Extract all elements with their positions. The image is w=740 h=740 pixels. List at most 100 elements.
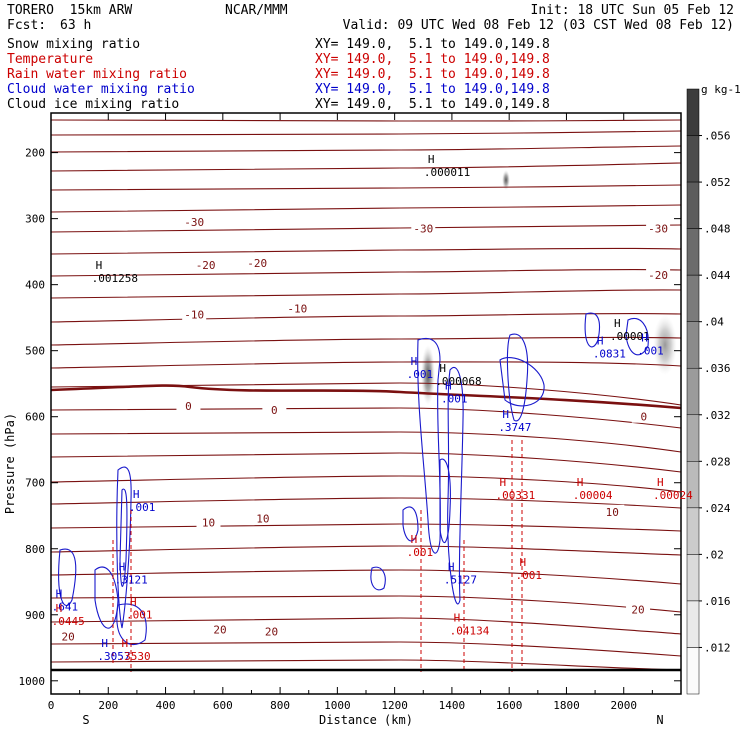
- colorbar-label: .048: [704, 223, 731, 236]
- colorbar-label: .036: [704, 362, 731, 375]
- maximum-marker: H: [411, 355, 418, 368]
- maximum-label: .00001: [610, 330, 650, 343]
- colorbar-label: .032: [704, 409, 731, 422]
- cloud-water-contour: [119, 488, 128, 587]
- x-tick-label: 600: [213, 699, 233, 712]
- temperature-label-bg: [600, 504, 625, 518]
- maximum-label: .001: [407, 368, 434, 381]
- temperature-label: -10: [184, 308, 204, 321]
- colorbar-swatch: [686, 228, 700, 276]
- temperature-label-bg: [56, 629, 81, 643]
- x-axis-label: Distance (km): [319, 713, 413, 727]
- maximum-marker: H: [56, 602, 63, 615]
- temperature-label-bg: [259, 624, 284, 638]
- temperature-label-bg: [182, 307, 207, 321]
- temperature-label: -30: [184, 216, 204, 229]
- cloud-water-contour: [584, 312, 601, 348]
- colorbar-swatch: [686, 321, 700, 369]
- maximum-label: .3747: [498, 421, 531, 434]
- temperature-label-bg: [646, 267, 671, 281]
- maximum-label: .0445: [52, 615, 85, 628]
- isotherm-line: [51, 452, 681, 473]
- temperature-label-bg: [207, 622, 232, 636]
- temperature-label-bg: [262, 403, 287, 417]
- isotherm-line: [51, 224, 681, 233]
- isotherm-line: [51, 569, 681, 585]
- temperature-label: 0: [640, 411, 647, 424]
- temperature-label: 20: [631, 603, 644, 616]
- temperature-label: 10: [606, 506, 619, 519]
- x-tick-label: 0: [48, 699, 55, 712]
- maximum-label: .04134: [450, 624, 490, 637]
- maximum-label: .5127: [444, 573, 477, 586]
- isotherm-line: [51, 523, 681, 532]
- x-tick-label: 1400: [439, 699, 466, 712]
- isotherm-line: [51, 361, 681, 369]
- y-axis-label: Pressure (hPa): [3, 413, 17, 514]
- colorbar-swatch: [686, 88, 700, 136]
- maximum-marker: H: [597, 335, 604, 348]
- maximum-marker: H: [448, 560, 455, 573]
- maximum-marker: H: [641, 331, 648, 344]
- colorbar-swatch: [686, 414, 700, 462]
- maximum-marker: H: [439, 362, 446, 375]
- cloud-water-contour: [417, 337, 441, 554]
- isotherm-zero-line: [51, 384, 681, 410]
- isotherm-line: [51, 119, 681, 122]
- temperature-label-bg: [626, 602, 651, 616]
- x-tick-label: 1800: [553, 699, 580, 712]
- isotherm-line: [51, 130, 681, 136]
- maximum-label: .00331: [495, 489, 535, 502]
- field-xy-cloud-ice: XY= 149.0, 5.1 to 149.0,149.8: [315, 97, 550, 112]
- colorbar-label: .012: [704, 641, 731, 654]
- isotherm-line: [51, 431, 681, 453]
- maximum-label: .001: [407, 546, 434, 559]
- plot-frame: [50, 112, 682, 695]
- valid-time: Valid: 09 UTC Wed 08 Feb 12 (03 CST Wed …: [342, 18, 734, 33]
- temperature-label-bg: [646, 221, 671, 235]
- cloud-water-contour: [116, 603, 147, 646]
- temperature-label: -20: [196, 259, 216, 272]
- maximum-label: .00004: [573, 489, 613, 502]
- temperature-label-bg: [196, 515, 221, 529]
- field-xy-cloud-water: XY= 149.0, 5.1 to 149.0,149.8: [315, 82, 550, 97]
- colorbar-swatch: [686, 507, 700, 555]
- center-name: NCAR/MMM: [225, 3, 288, 18]
- south-end-label: S: [82, 713, 89, 727]
- maximum-marker: H: [121, 637, 128, 650]
- field-name-temperature: Temperature: [7, 52, 94, 67]
- colorbar-label: .04: [704, 316, 724, 329]
- temperature-label-bg: [411, 221, 436, 235]
- isotherm-line: [51, 617, 681, 635]
- isotherm-line: [51, 184, 681, 191]
- field-name-snow: Snow mixing ratio: [7, 37, 141, 52]
- maximum-marker: H: [577, 476, 584, 489]
- cloud-water-contour: [370, 566, 386, 591]
- x-tick-label: 1200: [381, 699, 408, 712]
- colorbar-label: .044: [704, 269, 731, 282]
- maximum-label: .0831: [593, 348, 626, 361]
- forecast-label: Fcst:: [7, 18, 47, 33]
- cloud-water-contour: [439, 458, 451, 544]
- maximum-marker: H: [101, 637, 108, 650]
- field-xy-temperature: XY= 149.0, 5.1 to 149.0,149.8: [315, 52, 550, 67]
- temperature-label: -20: [247, 257, 267, 270]
- temperature-label: 10: [256, 512, 269, 525]
- maximum-marker: H: [520, 556, 527, 569]
- colorbar-label: .056: [704, 130, 731, 143]
- maximum-label: .001: [516, 569, 543, 582]
- cloud-water-contour: [625, 318, 649, 356]
- isotherm-line: [51, 407, 681, 429]
- field-name-cloud-ice: Cloud ice mixing ratio: [7, 97, 180, 112]
- colorbar-swatch: [686, 135, 700, 183]
- isotherm-line: [51, 475, 681, 493]
- y-tick-label: 500: [25, 345, 45, 358]
- isotherm-line: [51, 204, 681, 213]
- maximum-marker: H: [96, 259, 103, 272]
- cloud-water-contour: [447, 367, 464, 605]
- north-end-label: N: [656, 713, 663, 727]
- maximum-label: .001: [126, 608, 153, 621]
- model-title: TORERO 15km ARW: [7, 3, 133, 18]
- maximum-marker: H: [445, 380, 452, 393]
- temperature-label-bg: [176, 399, 201, 413]
